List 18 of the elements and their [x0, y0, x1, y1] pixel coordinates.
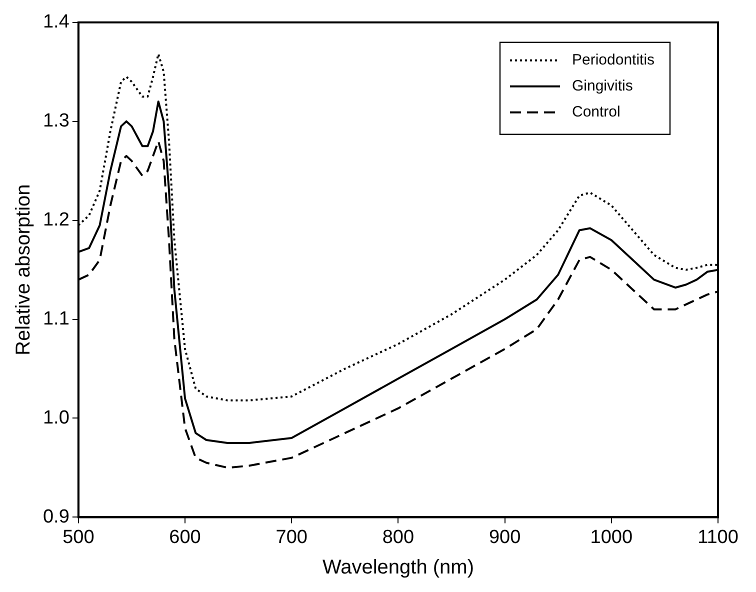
y-tick-label: 0.9: [42, 506, 70, 528]
x-tick-label: 600: [169, 526, 201, 548]
x-axis-title: Wavelength (nm): [322, 556, 474, 579]
y-tick-label: 1.4: [42, 12, 70, 33]
legend-label: Control: [572, 104, 620, 121]
x-tick-label: 700: [276, 526, 308, 548]
y-tick-label: 1.1: [42, 308, 70, 330]
x-tick-label: 1000: [590, 526, 633, 548]
legend-label: Periodontitis: [572, 52, 655, 69]
y-axis-title: Relative absorption: [12, 184, 35, 356]
y-tick-label: 1.0: [42, 407, 70, 428]
legend-label: Gingivitis: [572, 78, 633, 95]
y-tick-label: 1.3: [42, 110, 70, 132]
x-tick-label: 1100: [698, 526, 738, 548]
x-tick-label: 900: [488, 526, 521, 548]
x-tick-label: 500: [62, 526, 94, 548]
y-tick-label: 1.2: [42, 210, 70, 231]
x-tick-label: 800: [382, 526, 414, 548]
